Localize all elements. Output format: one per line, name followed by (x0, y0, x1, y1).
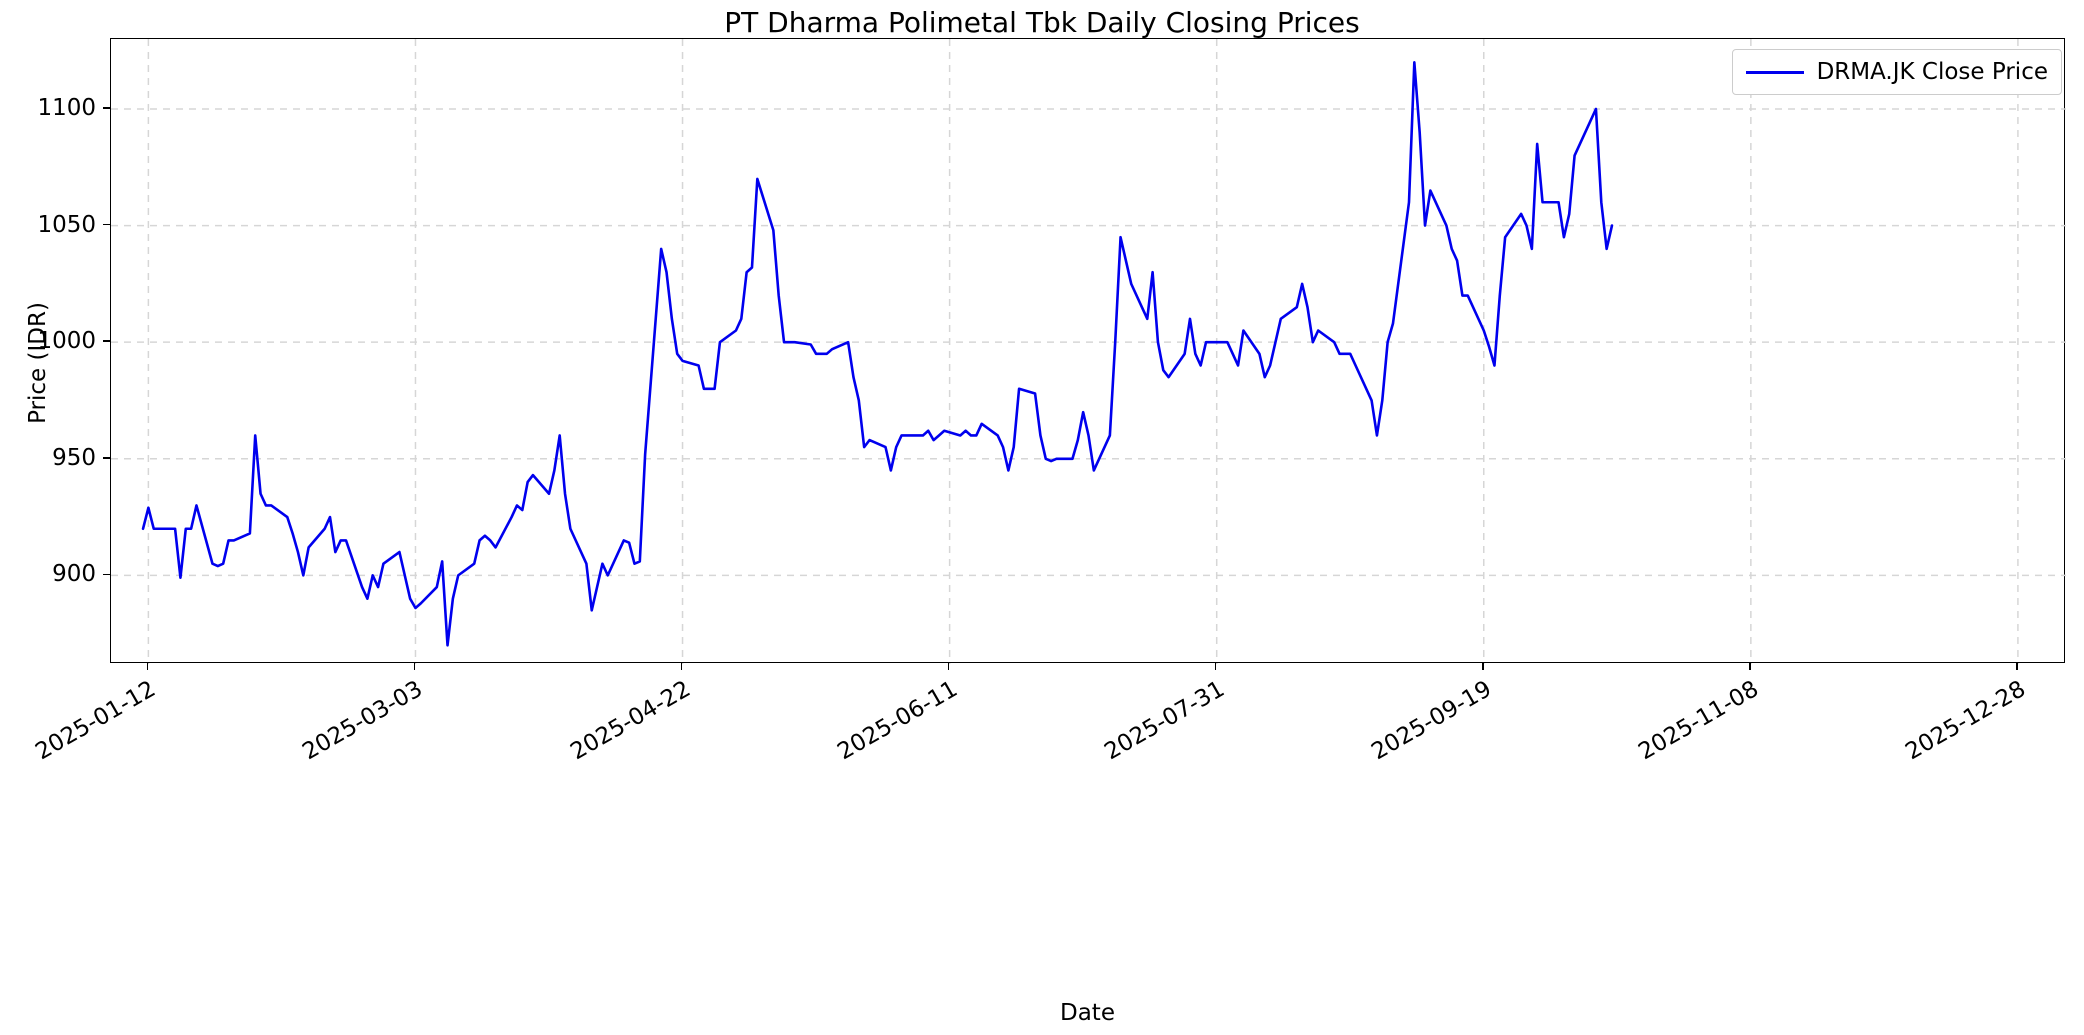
x-tick-mark (146, 663, 149, 670)
x-tick-mark (947, 663, 950, 670)
y-tick-label: 900 (52, 561, 96, 588)
gridlines (111, 39, 2066, 664)
page-title: PT Dharma Polimetal Tbk Daily Closing Pr… (724, 6, 1360, 39)
y-tick-label: 950 (52, 444, 96, 471)
y-tick-label: 1000 (37, 328, 96, 355)
y-tick-mark (103, 107, 110, 109)
y-tick-mark (103, 340, 110, 342)
y-tick-mark (103, 456, 110, 459)
x-axis-label: Date (1060, 1000, 1115, 1026)
plot-area (110, 38, 2066, 664)
x-tick-mark (413, 663, 416, 670)
x-tick-mark (1749, 663, 1751, 670)
x-tick-label: 2025-11-08 (1634, 676, 1763, 766)
line-series-drma-close (141, 61, 1614, 647)
x-tick-label: 2025-04-22 (565, 676, 695, 766)
legend-label-drma: DRMA.JK Close Price (1816, 59, 2048, 85)
y-tick-label: 1100 (37, 94, 96, 121)
y-tick-mark (103, 573, 110, 576)
y-tick-label: 1050 (37, 211, 96, 238)
chart-legend: DRMA.JK Close Price (1731, 49, 2062, 95)
x-tick-label: 2025-09-19 (1367, 676, 1496, 766)
x-tick-label: 2025-01-12 (31, 676, 161, 766)
x-tick-mark (2016, 663, 2018, 670)
x-tick-label: 2025-12-28 (1901, 676, 2030, 766)
x-tick-label: 2025-03-03 (298, 676, 428, 766)
y-tick-mark (103, 223, 110, 226)
y-axis-label: Price (IDR) (25, 302, 51, 424)
x-tick-mark (680, 663, 683, 670)
x-tick-mark (1481, 663, 1484, 670)
x-tick-label: 2025-07-31 (1099, 676, 1229, 766)
x-tick-label: 2025-06-11 (832, 676, 962, 766)
series-canvas (111, 39, 2066, 664)
x-tick-mark (1214, 663, 1217, 670)
legend-line-swatch (1745, 70, 1804, 74)
